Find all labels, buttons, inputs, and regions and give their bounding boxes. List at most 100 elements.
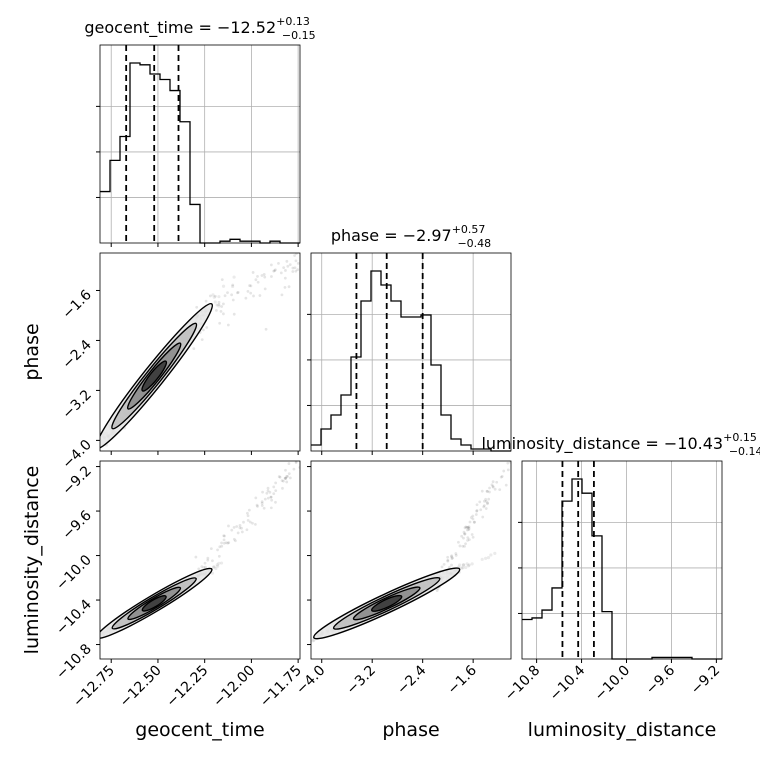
sample-point xyxy=(94,637,97,640)
sample-point xyxy=(213,294,217,298)
sample-point xyxy=(469,516,473,519)
title-minus: −0.48 xyxy=(457,237,491,250)
density-contour xyxy=(371,594,403,612)
sample-point xyxy=(442,563,446,566)
y-axis-label-luminosity_distance: luminosity_distance xyxy=(21,466,43,655)
sample-point xyxy=(464,565,468,570)
y-tick-label: −2.4 xyxy=(59,337,94,372)
sample-point xyxy=(249,291,253,295)
sample-point xyxy=(450,554,454,558)
sample-point xyxy=(234,539,237,543)
panel-frame xyxy=(310,460,512,660)
sample-point xyxy=(481,515,485,519)
sample-point xyxy=(463,526,467,530)
sample-point xyxy=(264,662,267,665)
sample-point xyxy=(294,269,298,273)
sample-point xyxy=(466,536,470,540)
sample-point xyxy=(256,280,260,284)
sample-point xyxy=(232,312,236,316)
sample-point xyxy=(274,500,277,504)
x-axis-label-phase: phase xyxy=(382,719,439,741)
sample-point xyxy=(281,486,284,490)
sample-point xyxy=(213,300,217,304)
sample-point xyxy=(506,468,510,472)
sample-point xyxy=(296,268,300,271)
sample-point xyxy=(95,448,98,451)
sample-point xyxy=(287,285,291,289)
sample-point xyxy=(235,525,239,528)
sample-point xyxy=(485,489,489,493)
sample-point xyxy=(498,488,502,492)
sample-point xyxy=(263,275,267,279)
sample-point xyxy=(475,509,479,513)
sample-point xyxy=(248,284,251,287)
sample-point xyxy=(451,556,454,560)
panel-frame xyxy=(99,252,301,452)
y-tick-label: −4.0 xyxy=(59,437,94,472)
sample-point xyxy=(240,530,244,534)
sample-point xyxy=(217,561,221,565)
sample-point xyxy=(472,520,476,524)
sample-point xyxy=(285,480,289,484)
sample-point xyxy=(467,527,471,530)
sample-point xyxy=(471,517,475,521)
y-axis-label-phase: phase xyxy=(21,323,43,380)
sample-point xyxy=(231,298,235,302)
sample-point xyxy=(274,268,277,272)
histogram-step xyxy=(522,478,722,660)
sample-point xyxy=(295,253,298,255)
sample-point xyxy=(195,305,199,309)
histogram-panel-luminosity_distance: luminosity_distance = −10.43+0.15 −0.14 xyxy=(481,431,760,663)
sample-point xyxy=(247,508,251,512)
sample-point xyxy=(215,303,219,307)
sample-point xyxy=(202,566,206,569)
histogram-panel-phase: phase = −2.97+0.57 −0.48 xyxy=(307,223,512,455)
panel-title-geocent_time: geocent_time = −12.52+0.13 −0.15 xyxy=(84,15,315,42)
sample-point xyxy=(283,477,287,480)
sample-point xyxy=(226,541,230,545)
sample-point xyxy=(218,545,222,549)
sample-point xyxy=(463,544,466,548)
sample-point xyxy=(203,561,207,565)
sample-point xyxy=(246,518,250,522)
sample-point xyxy=(461,544,465,548)
sample-point xyxy=(264,327,268,331)
histogram-panel-geocent_time: geocent_time = −12.52+0.13 −0.15 xyxy=(84,15,316,247)
panel-content xyxy=(95,253,300,451)
sample-point xyxy=(446,555,450,559)
sample-point xyxy=(312,638,316,642)
sample-point xyxy=(217,554,221,558)
sample-point xyxy=(89,642,92,645)
sample-point xyxy=(484,556,488,560)
panel-frame xyxy=(521,460,723,660)
y-tick-label: −9.2 xyxy=(59,463,94,498)
sample-point xyxy=(284,468,287,472)
sample-point xyxy=(499,475,503,479)
y-tick-label: −1.6 xyxy=(59,287,94,322)
sample-point xyxy=(214,566,218,571)
panel-title-luminosity_distance: luminosity_distance = −10.43+0.15 −0.14 xyxy=(481,431,760,458)
sample-point xyxy=(484,499,488,503)
sample-point xyxy=(254,496,258,500)
sample-point xyxy=(277,475,281,478)
sample-point xyxy=(502,469,506,473)
sample-point xyxy=(194,555,198,559)
panel-background xyxy=(100,461,300,659)
sample-point xyxy=(303,641,306,644)
sample-point xyxy=(293,266,297,270)
y-tick-label: −9.6 xyxy=(59,508,94,543)
sample-point xyxy=(454,552,458,555)
sample-point xyxy=(291,266,295,270)
scatter-panel-geocent_time-phase xyxy=(95,252,301,455)
sample-point xyxy=(470,533,474,536)
sample-point xyxy=(217,303,221,306)
sample-point xyxy=(260,500,264,504)
sample-point xyxy=(269,506,273,510)
sample-point xyxy=(238,526,242,530)
sample-point xyxy=(478,500,482,504)
sample-point xyxy=(435,589,439,592)
sample-point xyxy=(197,567,201,571)
sample-point xyxy=(258,294,262,297)
